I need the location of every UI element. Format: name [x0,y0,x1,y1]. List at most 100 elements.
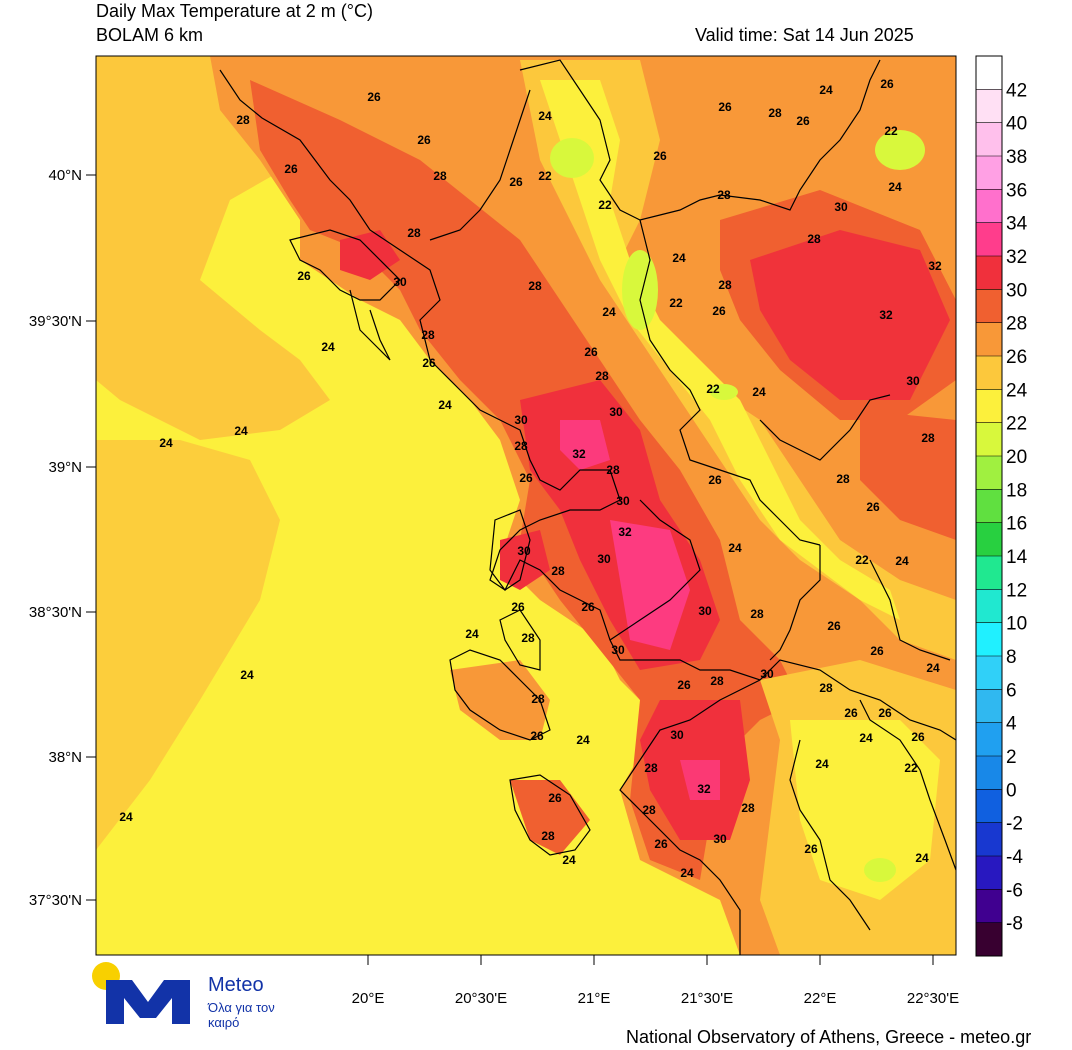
colorbar-label: 14 [1006,547,1028,568]
temperature-label: 30 [611,643,625,657]
colorbar-swatch [976,189,1002,224]
colorbar-label: 6 [1006,680,1017,701]
colorbar-swatch [976,656,1002,690]
colorbar-label: 42 [1006,80,1027,101]
temperature-label: 28 [541,829,555,843]
colorbar-swatch [976,556,1002,590]
colorbar-label: -4 [1006,847,1023,868]
meteo-logo [92,962,190,1024]
temperature-label: 28 [433,169,447,183]
colorbar-swatch [976,122,1002,157]
temperature-label: 26 [718,100,732,114]
temperature-label: 28 [819,681,833,695]
colorbar-swatch [976,589,1002,624]
temperature-label: 30 [517,544,531,558]
colorbar-label: 38 [1006,147,1027,168]
temperature-label: 26 [511,600,525,614]
colorbar-label: 18 [1006,480,1027,501]
colorbar-swatch [976,622,1002,657]
colorbar-label: 4 [1006,714,1017,735]
temperature-label: 26 [796,114,810,128]
temperature-label: 24 [672,251,686,265]
temperature-label: 28 [595,369,609,383]
temperature-label: 26 [804,842,818,856]
colorbar-swatch [976,289,1002,324]
colorbar-swatch [976,456,1002,490]
lat-tick-label: 38°N [48,749,82,766]
temperature-label: 24 [321,340,335,354]
temperature-label: 24 [538,109,552,123]
temperature-label: 30 [514,413,528,427]
temperature-label: 26 [677,678,691,692]
lat-tick-label: 38°30'N [29,604,82,621]
temperature-label: 28 [836,472,850,486]
temperature-label: 28 [710,674,724,688]
colorbar-swatch [976,756,1002,790]
colorbar-swatch [976,56,1002,90]
temperature-label: 24 [465,627,479,641]
temperature-label: 30 [834,200,848,214]
temperature-label: 32 [697,782,711,796]
colorbar-swatch [976,389,1002,424]
colorbar-swatch [976,722,1002,757]
temperature-label: 30 [393,275,407,289]
colorbar-label: 0 [1006,780,1017,801]
temperature-label: 22 [884,124,898,138]
temperature-label: 32 [928,259,942,273]
temperature-label: 30 [713,832,727,846]
colorbar-swatch [976,322,1002,357]
temperature-label: 24 [926,661,940,675]
colorbar-label: -2 [1006,814,1023,835]
temperature-labels: 26 28 26 24 26 28 26 22 22 26 28 26 24 26 22 26 28 24 30 28… [119,77,942,880]
longitude-axis: 20°E 20°30'E 21°E 21°30'E 22°E 22°30'E [352,955,959,1007]
colorbar-label: 26 [1006,347,1027,368]
colorbar-swatch [976,522,1002,557]
colorbar-swatch [976,156,1002,190]
colorbar-label: 8 [1006,647,1017,668]
temperature-label: 28 [606,463,620,477]
temperature-label: 26 [417,133,431,147]
colorbar-frame [975,55,1003,957]
latitude-axis: 40°N 39°30'N 39°N 38°30'N 38°N 37°30'N [29,167,96,909]
colorbar-swatch [976,922,1002,957]
temperature-label: 26 [519,471,533,485]
temperature-label: 26 [870,644,884,658]
temperature-label: 28 [644,761,658,775]
temperature-label: 28 [642,803,656,817]
temperature-label: 26 [880,77,894,91]
temperature-label: 28 [717,188,731,202]
temperature-label: 26 [581,600,595,614]
colorbar-swatch [976,422,1002,457]
temperature-label: 26 [654,837,668,851]
brand-name: Meteo [208,974,264,996]
temperature-label: 26 [712,304,726,318]
temperature-label: 24 [895,554,909,568]
temperature-label: 22 [669,296,683,310]
coastlines [219,59,956,955]
temperature-label: 28 [521,631,535,645]
temperature-label: 28 [551,564,565,578]
temperature-label: 24 [752,385,766,399]
lon-tick-label: 20°E [352,990,385,1007]
colorbar-swatch [976,89,1002,124]
lon-tick-label: 21°E [578,990,611,1007]
temperature-label: 24 [680,866,694,880]
temperature-label: 26 [509,175,523,189]
credit-text: National Observatory of Athens, Greece -… [626,1027,1032,1047]
colorbar-label: 2 [1006,747,1017,768]
colorbar-swatch [976,789,1002,824]
temperature-label: 24 [815,757,829,771]
temperature-label: 24 [859,731,873,745]
temperature-label: 24 [819,83,833,97]
temperature-label: 28 [718,278,732,292]
colorbar-label: 32 [1006,247,1027,268]
temperature-label: 24 [119,810,133,824]
temperature-label: 26 [708,473,722,487]
temperature-label: 32 [572,447,586,461]
colorbar-swatch [976,489,1002,524]
temperature-label: 30 [906,374,920,388]
temperature-label: 26 [866,500,880,514]
lat-tick-label: 39°30'N [29,313,82,330]
colorbar-swatch [976,256,1002,290]
